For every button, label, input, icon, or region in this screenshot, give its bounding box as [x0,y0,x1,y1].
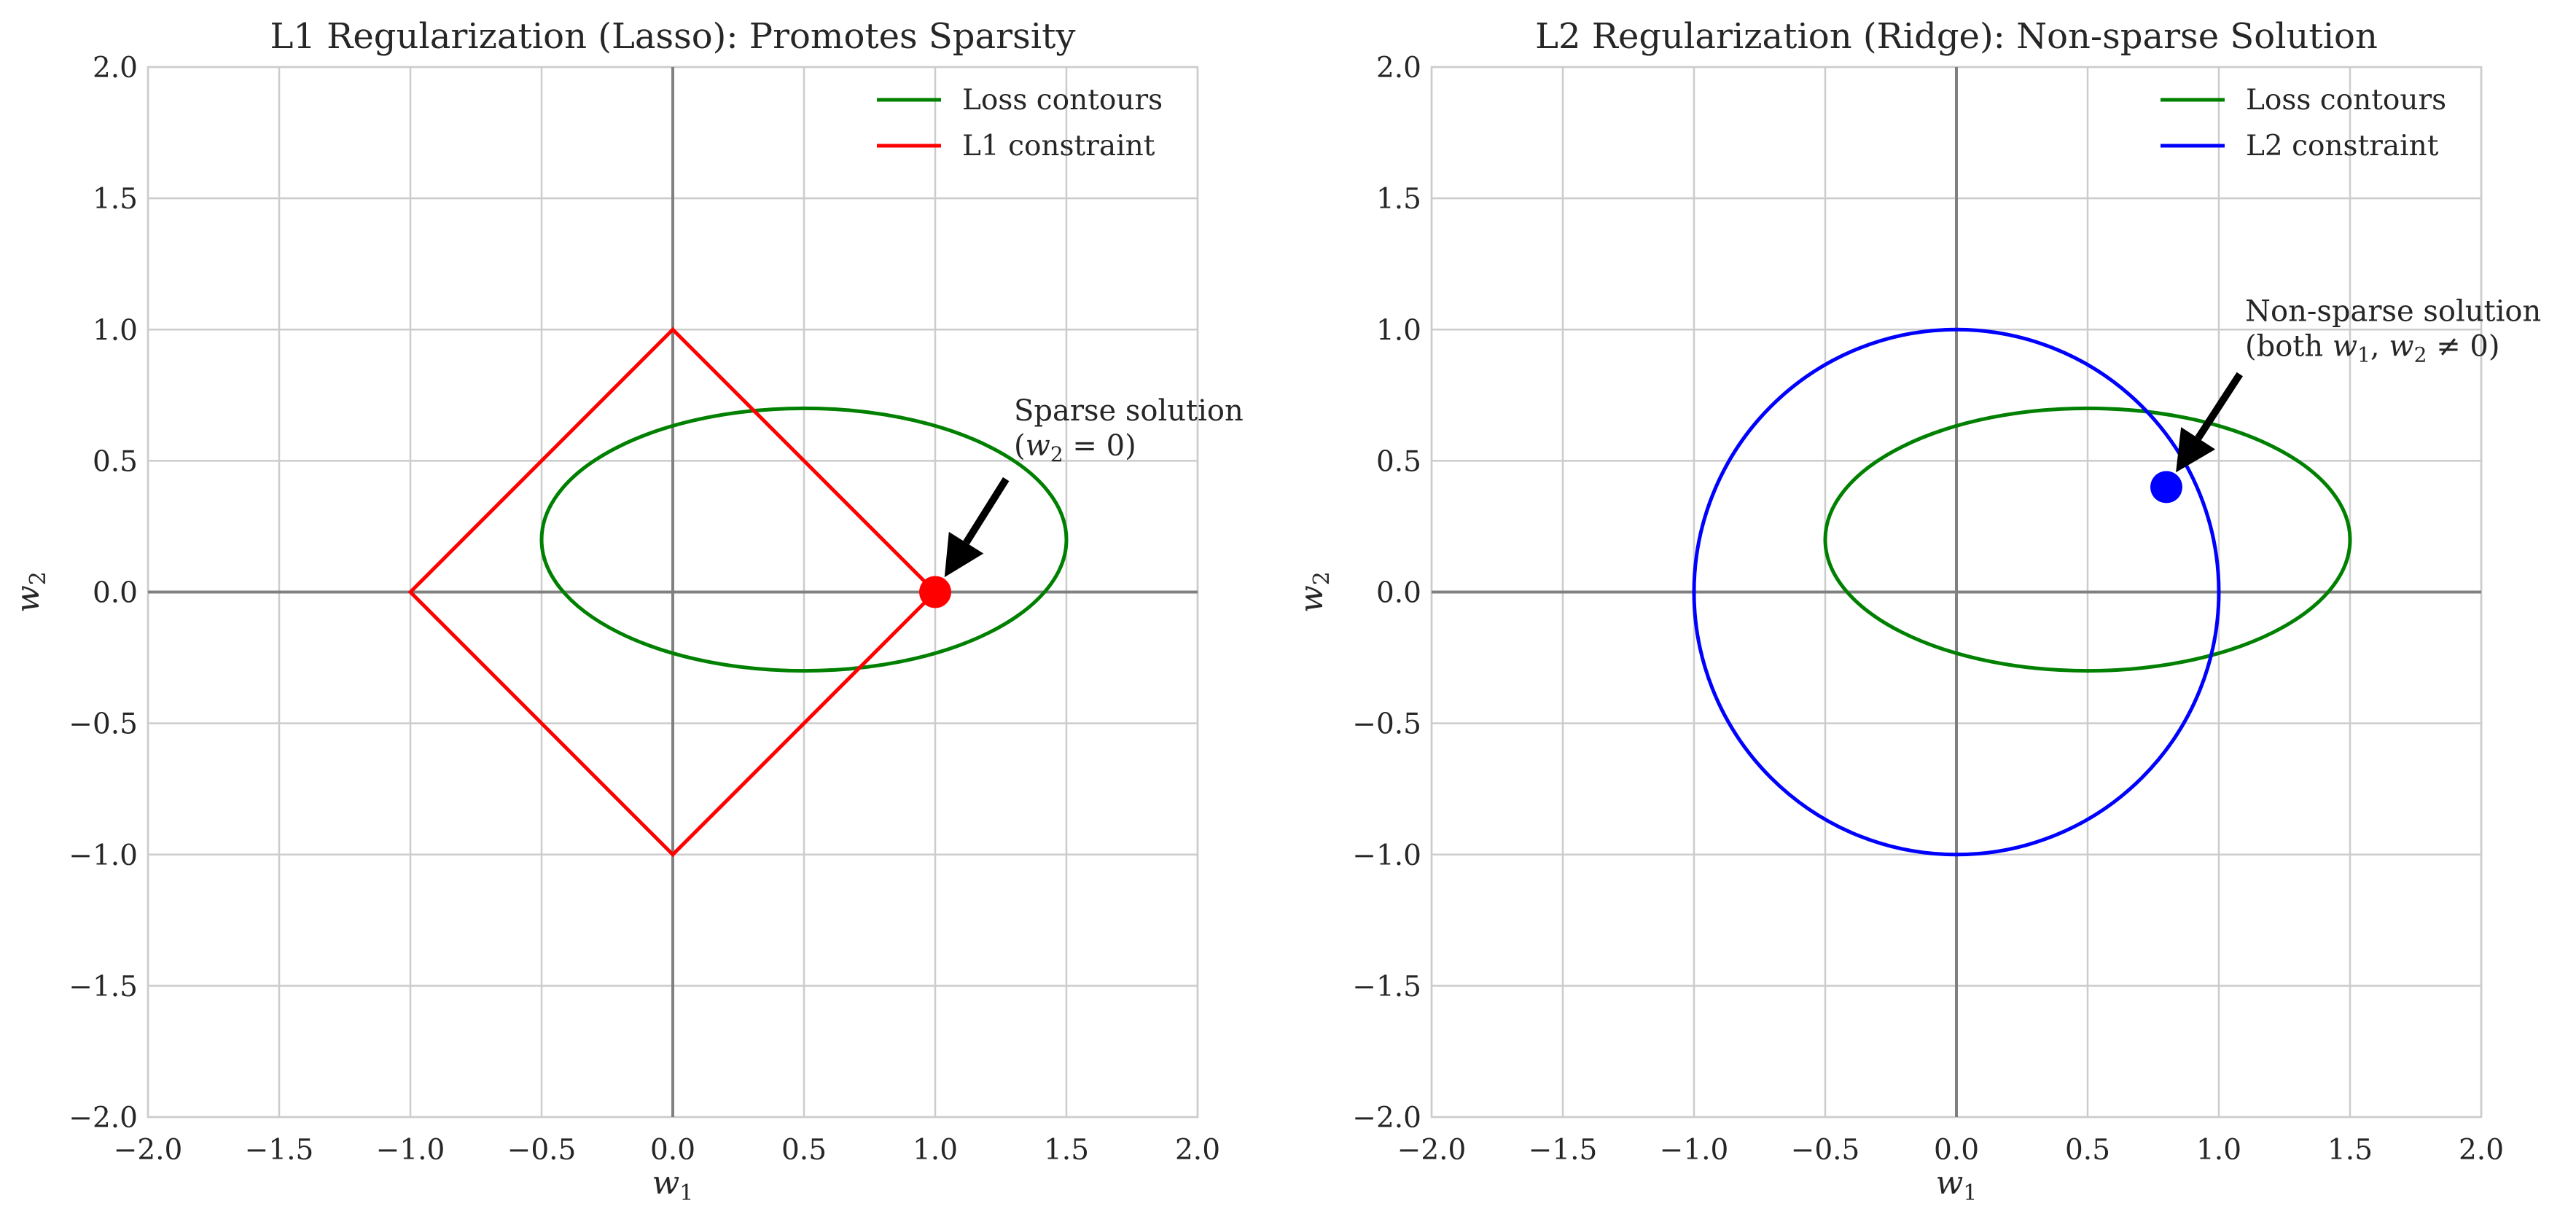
chart-title: L1 Regularization (Lasso): Promotes Spar… [270,16,1076,57]
y-tick-label: 2.0 [93,52,138,85]
x-tick-label: −0.5 [1791,1134,1860,1167]
x-tick-label: 0.0 [650,1134,695,1167]
x-tick-label: −2.0 [1397,1134,1467,1167]
series-line-2 [407,326,937,858]
axis-label-subscript: 1 [679,1180,693,1206]
y-tick-label: 0.0 [1376,577,1421,610]
annotation-variable: w [1026,429,1050,463]
annotation-subscript: 1 [2357,342,2370,367]
solution-point [919,576,951,608]
axis-label-subscript: 2 [26,571,51,585]
axis-label-subscript: 1 [1963,1180,1977,1206]
annotation-arrow-shaft [963,477,1010,545]
y-tick-label: −2.0 [69,1102,138,1135]
y-tick-label: −1.5 [1352,971,1421,1003]
annotation-arrow-head [2176,427,2216,473]
y-tick-label: 0.5 [93,445,138,478]
y-tick-label: −1.0 [69,839,138,872]
chart-panel-1: −2.0 −1.5 −1.0 −0.5 0.0 0.5 1.0 1.5 2.0 −2.0 −1.5 −… [9,16,1244,1206]
x-tick-label: −1.5 [245,1134,314,1167]
x-tick-label: −2.0 [114,1134,183,1167]
x-tick-label: 1.0 [2196,1134,2241,1167]
y-tick-label: −1.0 [1352,839,1421,872]
annotation-variable: w [2333,329,2357,363]
annotation-text-part: , [2370,329,2389,363]
legend-label-1: Loss contours [962,84,1163,117]
x-tick-label: −1.5 [1529,1134,1598,1167]
annotation-line-2: (w2 = 0) [1014,429,1136,466]
x-tick-label: 2.0 [1175,1134,1220,1167]
y-axis-label: w2 [9,571,51,613]
legend-label-2: L1 constraint [962,130,1155,162]
chart-title: L2 Regularization (Ridge): Non-sparse So… [1535,16,2378,57]
axis-label-variable: w [1293,585,1330,613]
axis-label-subscript: 2 [1309,571,1335,585]
annotation-subscript: 2 [1050,442,1063,466]
y-tick-label: 1.0 [1376,314,1421,347]
y-tick-label: 1.5 [1376,183,1421,216]
y-tick-label: −2.0 [1352,1102,1421,1135]
x-tick-label: 1.5 [1044,1134,1089,1167]
annotation-line-1: Non-sparse solution [2245,294,2541,328]
chart-panel-2: −2.0 −1.5 −1.0 −0.5 0.0 0.5 1.0 1.5 2.0 −2.0 −1.5 −… [1293,16,2541,1206]
y-tick-label: 1.0 [93,314,138,347]
y-tick-label: −0.5 [1352,708,1421,741]
x-axis-label: w1 [652,1164,694,1206]
x-axis-label: w1 [1936,1164,1978,1206]
x-tick-label: 0.0 [1934,1134,1979,1167]
annotation-text-part: ≠ 0) [2427,329,2499,363]
x-tick-label: 1.5 [2327,1134,2373,1167]
annotation-subscript: 2 [2414,342,2427,367]
x-tick-label: 0.5 [2065,1134,2110,1167]
y-tick-label: 2.0 [1376,52,1421,85]
legend-label-1: Loss contours [2246,84,2446,117]
annotation-arrow-shaft [2195,372,2243,441]
y-axis-label: w2 [1293,571,1335,613]
y-tick-label: 0.5 [1376,445,1421,478]
y-tick-label: 0.0 [93,577,138,610]
x-tick-label: −0.5 [507,1134,577,1167]
annotation-arrow-head [944,531,984,578]
annotation-text-part: (both [2245,329,2333,363]
series-line-2 [1692,327,2221,857]
series-line-1 [539,406,1069,673]
y-tick-label: −1.5 [69,971,138,1003]
series-line-1 [1823,406,2352,673]
annotation-variable: w [2389,329,2413,363]
axis-label-variable: w [652,1164,680,1202]
y-tick-label: −0.5 [69,708,138,741]
x-tick-label: 2.0 [2459,1134,2504,1167]
axis-label-variable: w [1936,1164,1964,1202]
annotation-line-1: Sparse solution [1014,394,1244,428]
annotation-text-part: ( [1014,429,1026,463]
x-tick-label: −1.0 [376,1134,445,1167]
legend-label-2: L2 constraint [2246,130,2439,162]
annotation-text-part: = 0) [1063,429,1136,463]
annotation-line-2: (both w1, w2 ≠ 0) [2245,329,2499,367]
x-tick-label: 1.0 [913,1134,958,1167]
solution-point [2150,471,2182,504]
x-tick-label: −1.0 [1660,1134,1729,1167]
y-tick-label: 1.5 [93,183,138,216]
x-tick-label: 0.5 [781,1134,827,1167]
axis-label-variable: w [9,585,47,613]
